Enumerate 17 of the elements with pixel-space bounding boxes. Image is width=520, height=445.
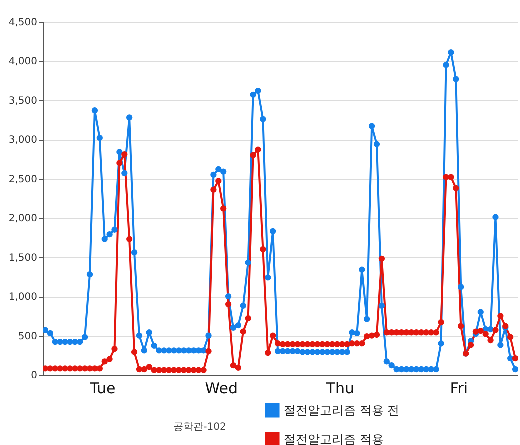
y-tick-label: 4,000	[8, 56, 38, 68]
legend-label: 절전알고리즘 적용 전	[284, 404, 400, 418]
y-tick-label: 4,500	[8, 18, 38, 28]
x-tick-label: Wed	[205, 380, 238, 398]
legend-label: 절전알고리즘 적용	[284, 432, 384, 445]
x-tick-label: Tue	[89, 380, 116, 398]
y-tick-label: 2,000	[8, 214, 38, 225]
text: 공학관-102	[174, 422, 226, 433]
y-tick-label: 2,500	[8, 174, 38, 186]
y-tick-label: 500	[18, 331, 38, 342]
x-tick-label: Fri	[450, 380, 468, 398]
y-tick-label: 0	[31, 370, 38, 382]
y-tick-label: 1,500	[8, 252, 38, 264]
x-tick-label: Thu	[325, 380, 354, 398]
y-tick-label: 3,500	[8, 96, 38, 107]
y-tick-label: 1,000	[8, 292, 38, 304]
y-tick-label: 3,000	[8, 135, 38, 146]
